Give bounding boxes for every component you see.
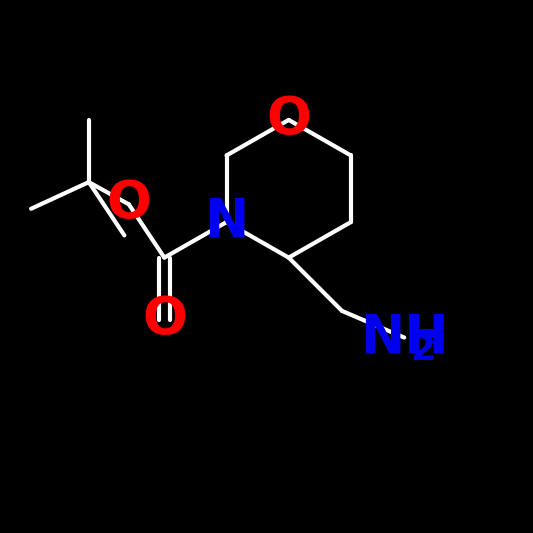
Text: 2: 2 <box>410 333 435 367</box>
Text: N: N <box>204 196 249 248</box>
Text: O: O <box>142 294 187 346</box>
Text: O: O <box>266 94 311 146</box>
Text: O: O <box>107 179 151 230</box>
Text: NH: NH <box>360 312 448 364</box>
